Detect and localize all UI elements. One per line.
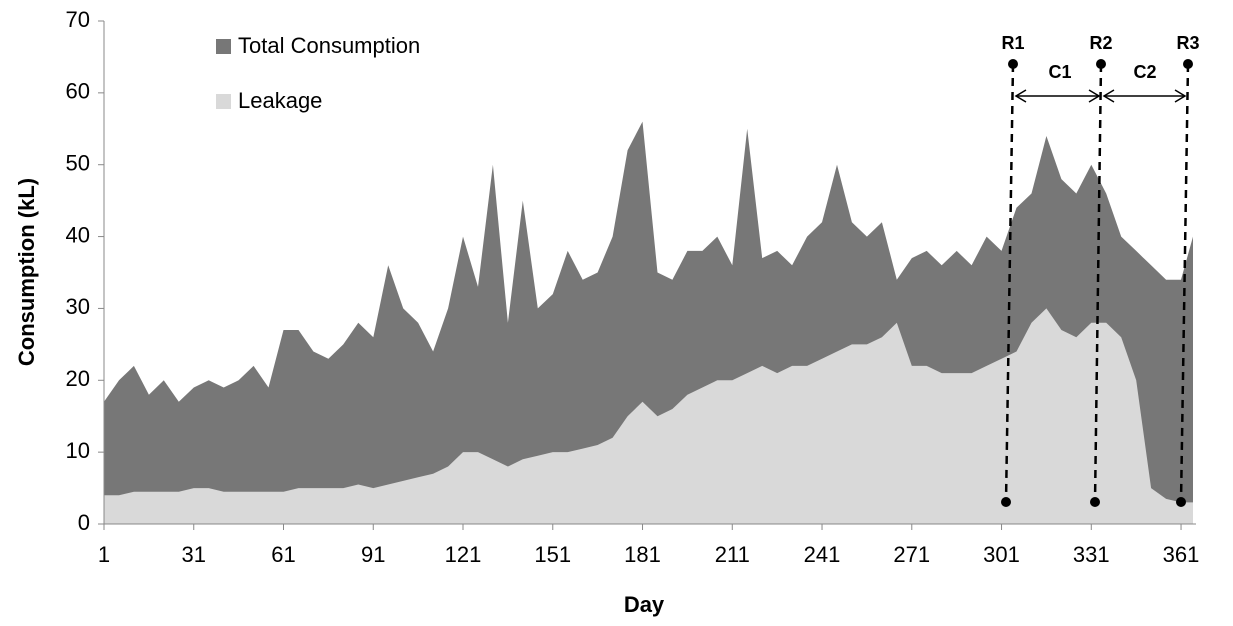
x-tick-label: 61 [271, 542, 295, 567]
y-tick-label: 70 [66, 7, 90, 32]
x-axis-label: Day [624, 592, 665, 617]
y-tick-label: 40 [66, 222, 90, 247]
marker-dot [1183, 59, 1193, 69]
x-tick-label: 361 [1163, 542, 1200, 567]
arrow-head [1014, 89, 1027, 103]
x-tick-label: 241 [804, 542, 841, 567]
legend-swatch [216, 39, 231, 54]
y-tick-label: 0 [78, 510, 90, 535]
arrow-head [1102, 89, 1115, 103]
x-tick-label: 211 [715, 542, 750, 567]
dashed-marker [1179, 63, 1190, 503]
annotation: C1 [1048, 62, 1071, 82]
dashed-marker [1093, 63, 1103, 503]
x-tick-label: 31 [182, 542, 206, 567]
arrow-head [1174, 89, 1187, 103]
annotation: R3 [1176, 33, 1199, 53]
x-tick-label: 331 [1073, 542, 1110, 567]
y-tick-label: 50 [66, 151, 90, 176]
legend-swatch [216, 94, 231, 109]
marker-dot [1001, 497, 1011, 507]
marker-dot [1090, 497, 1100, 507]
y-axis-label: Consumption (kL) [14, 178, 39, 366]
x-tick-label: 271 [893, 542, 930, 567]
dashed-marker [1004, 63, 1015, 503]
x-tick-label: 121 [445, 542, 482, 567]
y-tick-label: 30 [66, 294, 90, 319]
x-tick-label: 1 [98, 542, 110, 567]
legend-label: Total Consumption [238, 33, 420, 58]
legend-label: Leakage [238, 88, 322, 113]
y-tick-label: 60 [66, 79, 90, 104]
marker-dot [1176, 497, 1186, 507]
marker-dot [1096, 59, 1106, 69]
annotation: R1 [1001, 33, 1024, 53]
y-tick-label: 20 [66, 366, 90, 391]
annotation: R2 [1089, 33, 1112, 53]
y-tick-label: 10 [66, 438, 90, 463]
annotation: C2 [1133, 62, 1156, 82]
x-tick-label: 181 [624, 542, 661, 567]
arrow-head [1088, 89, 1101, 103]
x-tick-label: 301 [983, 542, 1020, 567]
x-tick-label: 151 [534, 542, 571, 567]
x-tick-label: 91 [361, 542, 385, 567]
marker-dot [1008, 59, 1018, 69]
area [104, 308, 1193, 524]
